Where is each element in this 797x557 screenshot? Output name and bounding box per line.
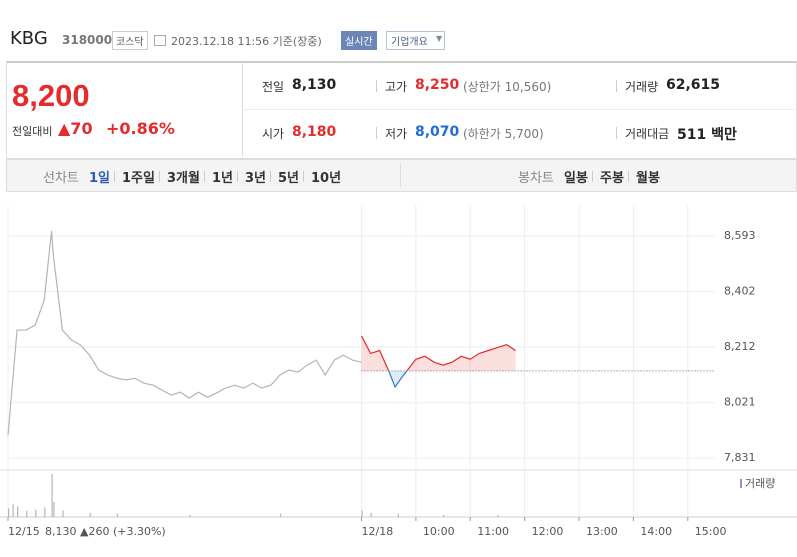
separator <box>237 171 238 182</box>
tab[interactable]: 주봉 <box>600 171 624 186</box>
tab[interactable]: 5년 <box>278 171 300 186</box>
stat-label: 전일 <box>262 80 285 94</box>
stat-label: 저가 <box>385 127 408 141</box>
x-tick-label: 14:00 <box>640 525 672 538</box>
volume-bar <box>26 510 28 517</box>
stat-label: 거래량 <box>625 80 659 94</box>
separator <box>616 127 617 139</box>
volume-bar <box>361 510 363 517</box>
volume-bar <box>116 513 118 517</box>
y-tick-label: 8,593 <box>724 229 756 242</box>
tab-bar <box>6 159 797 192</box>
volume-bar <box>89 512 91 517</box>
x-tick-label: 15:00 <box>695 525 727 538</box>
stat-label: 거래대금 <box>625 127 670 141</box>
separator <box>592 171 593 182</box>
change-label: 전일대비 <box>12 125 53 138</box>
stat-value: 8,130 <box>292 77 337 93</box>
line <box>7 230 362 436</box>
volume-bar <box>35 509 37 517</box>
stat-value: 511 백만 <box>677 127 737 143</box>
tab-label: 봉차트 <box>518 171 554 186</box>
volume-bar <box>62 510 64 517</box>
divider <box>400 163 401 187</box>
change: ▲70 <box>58 119 93 138</box>
stat-value: 8,180 <box>292 124 337 140</box>
stat-label: 시가 <box>262 127 285 141</box>
tab[interactable]: 월봉 <box>636 171 660 186</box>
timestamp: 2023.12.18 11:56 기준(장중) <box>171 35 322 48</box>
line-up <box>360 335 516 371</box>
dropdown-arrow: ▼ <box>436 34 443 43</box>
separator <box>376 80 377 92</box>
tab[interactable]: 3개월 <box>167 171 200 186</box>
stat-value: 8,070 <box>415 124 460 140</box>
divider <box>242 63 243 157</box>
stat-value: 8,250 <box>415 77 460 93</box>
separator <box>628 171 629 182</box>
stock-code: 318000 <box>62 33 113 47</box>
volume-bar <box>189 514 191 517</box>
line-down <box>388 370 408 389</box>
overview-button[interactable]: 기업개요 <box>386 31 445 50</box>
y-tick-label: 8,402 <box>724 285 756 298</box>
tab-label: 선차트 <box>43 171 79 186</box>
volume-bar <box>44 507 46 517</box>
tab[interactable]: 1년 <box>212 171 234 186</box>
price: 8,200 <box>12 78 90 113</box>
legend-swatch <box>740 479 742 488</box>
market-badge: 코스닥 <box>112 31 148 50</box>
y-tick-label: 8,212 <box>724 340 756 353</box>
x-tick-label: 12:00 <box>532 525 564 538</box>
volume-bar <box>370 512 372 517</box>
volume-bar <box>8 508 10 517</box>
tab[interactable]: 3년 <box>245 171 267 186</box>
separator <box>376 127 377 139</box>
realtime-button[interactable]: 실시간 <box>341 31 377 50</box>
separator <box>114 171 115 182</box>
area-down <box>361 370 516 387</box>
tab[interactable]: 일봉 <box>564 171 588 186</box>
separator <box>616 80 617 92</box>
prev-summary: 8,130 ▲260 (+3.30%) <box>45 525 166 538</box>
area-up <box>361 335 516 371</box>
separator <box>204 171 205 182</box>
x-tick-label: 11:00 <box>477 525 509 538</box>
stat-value: 62,615 <box>666 77 721 93</box>
volume-bar <box>17 506 19 517</box>
y-tick-label: 8,021 <box>724 396 756 409</box>
stock-name: KBG <box>10 28 48 49</box>
x-tick-label: 12/18 <box>362 525 394 538</box>
tab[interactable]: 1일 <box>89 171 111 186</box>
stat-label: 고가 <box>385 80 408 94</box>
y-tick-label: 7,831 <box>724 451 756 464</box>
separator <box>303 171 304 182</box>
volume-bar <box>53 501 55 517</box>
separator <box>270 171 271 182</box>
volume-bar <box>279 513 282 517</box>
separator <box>159 171 160 182</box>
volume-legend: 거래량 <box>745 477 775 490</box>
tab[interactable]: 1주일 <box>122 171 155 186</box>
tab[interactable]: 10년 <box>311 171 342 186</box>
clock-icon <box>154 35 166 46</box>
divider <box>243 109 795 110</box>
volume-bar <box>12 504 14 517</box>
x-tick-label: 10:00 <box>423 525 455 538</box>
stat-note: (상한가 10,560) <box>463 80 552 94</box>
stat-note: (하한가 5,700) <box>463 127 544 141</box>
volume-bar <box>443 514 445 517</box>
x-tick-label: 12/15 <box>8 525 40 538</box>
volume-bar <box>51 474 53 517</box>
x-tick-label: 13:00 <box>586 525 618 538</box>
volume-bar <box>497 514 499 517</box>
change-pct: +0.86% <box>106 119 175 138</box>
volume-bar <box>397 513 399 517</box>
